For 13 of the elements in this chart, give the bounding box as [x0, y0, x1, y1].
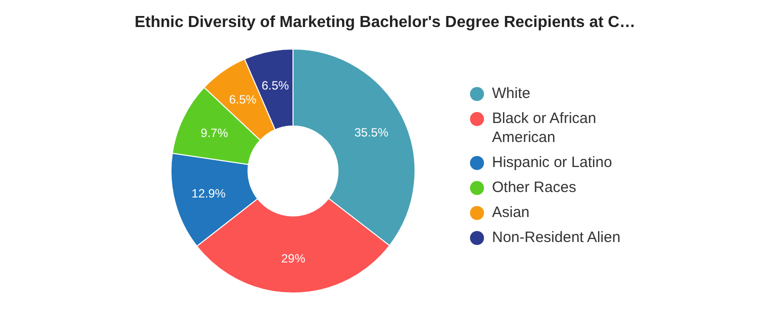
data-label: 9.7% — [200, 126, 228, 140]
data-label: 6.5% — [229, 92, 257, 107]
data-label: 6.5% — [262, 78, 290, 92]
legend-label: White — [492, 84, 530, 103]
legend-label: Hispanic or Latino — [492, 153, 612, 172]
legend-label: Non-Resident Alien — [492, 228, 620, 247]
legend-label: Asian — [492, 203, 530, 222]
data-label: 12.9% — [192, 186, 226, 200]
legend-label: Other Races — [492, 178, 576, 197]
data-label: 29% — [281, 251, 306, 266]
chart-title: Ethnic Diversity of Marketing Bachelor's Degree Recipients at C… — [134, 14, 636, 32]
legend-label: Black or African American — [492, 109, 598, 147]
data-label: 35.5% — [354, 125, 389, 140]
